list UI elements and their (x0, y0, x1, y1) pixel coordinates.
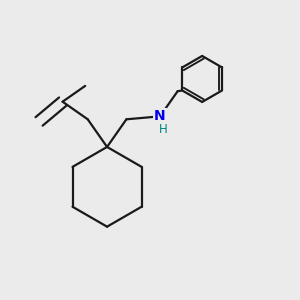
Text: H: H (159, 123, 167, 136)
Text: N: N (154, 110, 166, 123)
